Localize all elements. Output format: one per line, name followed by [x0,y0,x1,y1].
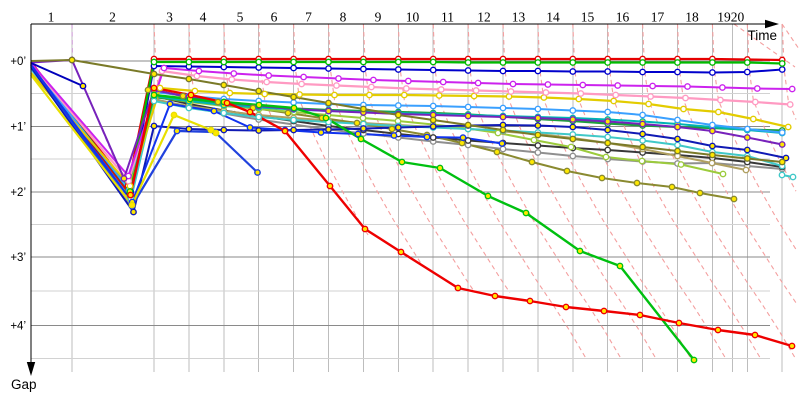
svg-text:7: 7 [305,10,312,25]
svg-text:12: 12 [477,10,491,25]
svg-text:19: 19 [717,10,731,25]
svg-text:13: 13 [512,10,526,25]
svg-text:17: 17 [651,10,665,25]
svg-text:+0’: +0’ [10,56,26,68]
svg-text:18: 18 [685,10,699,25]
svg-text:4: 4 [200,10,207,25]
svg-text:20: 20 [731,10,745,25]
svg-text:15: 15 [581,10,595,25]
svg-text:5: 5 [237,10,244,25]
svg-text:+3’: +3’ [10,252,26,264]
svg-text:+4’: +4’ [10,320,26,332]
svg-text:3: 3 [166,10,173,25]
svg-text:Time: Time [748,28,778,43]
svg-text:16: 16 [616,10,630,25]
svg-text:10: 10 [406,10,420,25]
svg-text:Gap: Gap [11,377,37,392]
svg-text:1: 1 [48,10,55,25]
svg-text:+2’: +2’ [10,187,26,199]
svg-text:11: 11 [441,10,454,25]
svg-text:8: 8 [340,10,347,25]
svg-text:+1’: +1’ [10,121,26,133]
svg-text:9: 9 [375,10,382,25]
svg-text:14: 14 [546,10,560,25]
svg-text:2: 2 [109,10,116,25]
svg-text:6: 6 [271,10,278,25]
